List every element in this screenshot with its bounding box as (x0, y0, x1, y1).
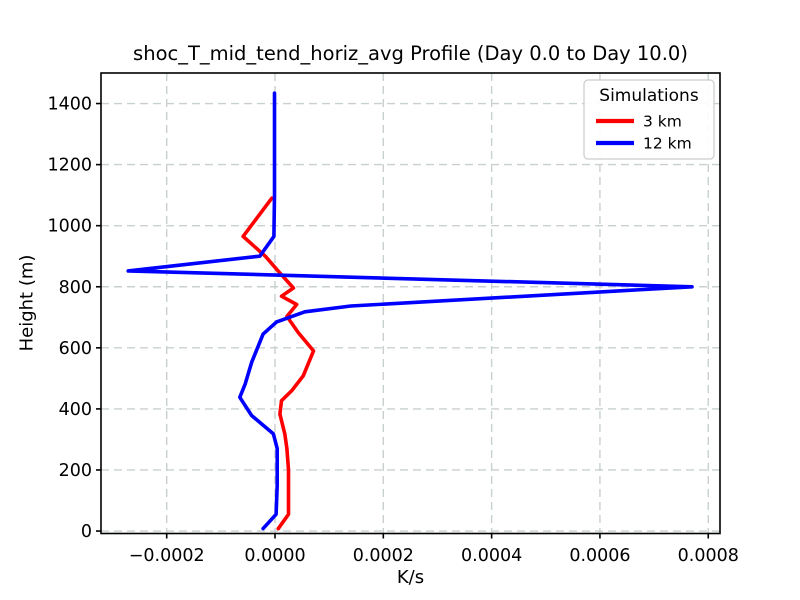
legend-entry-label: 3 km (643, 113, 682, 131)
series-line-12-km (126, 91, 694, 531)
y-tick-label: 800 (59, 278, 92, 298)
y-tick-label: 200 (59, 461, 92, 481)
x-tick-label: 0.0008 (678, 546, 739, 566)
x-tick-label: 0.0000 (244, 546, 305, 566)
y-tick-label: 400 (59, 400, 92, 420)
y-tick-label: 1000 (47, 217, 92, 237)
y-tick-label: 1400 (47, 95, 92, 115)
y-tick-label: 600 (59, 339, 92, 359)
legend-entry-label: 12 km (643, 135, 692, 153)
y-tick-label: 0 (81, 522, 92, 542)
chart-title: shoc_T_mid_tend_horiz_avg Profile (Day 0… (133, 42, 688, 65)
x-tick-label: 0.0002 (353, 546, 414, 566)
plot-frame (100, 72, 721, 535)
x-tick-label: 0.0006 (569, 546, 630, 566)
x-tick-label: 0.0004 (461, 546, 522, 566)
y-tick-label: 1200 (47, 156, 92, 176)
legend-box (583, 79, 715, 160)
x-axis-label: K/s (396, 567, 425, 588)
legend-title: Simulations (599, 86, 699, 106)
x-tick-label: −0.0002 (129, 546, 205, 566)
series-line-3-km (241, 196, 316, 531)
y-axis-label: Height (m) (16, 254, 38, 352)
